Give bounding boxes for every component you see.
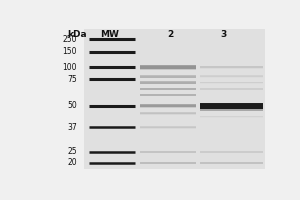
Bar	[140, 163, 196, 164]
Bar	[140, 151, 196, 152]
FancyBboxPatch shape	[84, 29, 266, 169]
Bar	[140, 77, 196, 78]
Bar	[200, 88, 263, 90]
Bar	[200, 83, 263, 84]
Text: 250: 250	[62, 35, 77, 44]
Text: MW: MW	[100, 30, 119, 39]
Bar	[200, 77, 263, 78]
Text: 37: 37	[67, 123, 77, 132]
Bar	[200, 116, 263, 117]
Bar	[200, 163, 263, 164]
Bar	[200, 76, 263, 77]
Bar	[140, 112, 196, 114]
Bar	[140, 151, 196, 153]
Bar	[140, 162, 196, 163]
Bar	[200, 89, 263, 90]
Text: 150: 150	[62, 47, 77, 56]
Bar	[140, 162, 196, 164]
Bar	[200, 107, 263, 111]
Bar	[200, 152, 263, 153]
Bar	[200, 82, 263, 83]
Bar	[200, 162, 263, 163]
Bar	[140, 95, 196, 96]
Bar	[140, 89, 196, 90]
Bar	[140, 105, 196, 106]
Bar	[140, 66, 196, 68]
Bar	[140, 152, 196, 153]
Text: kDa: kDa	[67, 30, 87, 39]
Bar	[200, 68, 263, 69]
Bar	[140, 126, 196, 128]
Bar	[140, 128, 196, 129]
Bar	[140, 81, 196, 84]
Text: 20: 20	[68, 158, 77, 167]
Bar	[200, 103, 263, 109]
Bar	[200, 116, 263, 117]
Bar	[200, 66, 263, 68]
Bar	[200, 104, 263, 107]
Text: 25: 25	[68, 147, 77, 156]
Text: 100: 100	[62, 63, 77, 72]
Bar	[140, 88, 196, 89]
Text: 3: 3	[220, 30, 226, 39]
Bar	[140, 104, 196, 107]
Bar	[140, 106, 196, 108]
Bar	[140, 88, 196, 90]
Bar	[140, 94, 196, 96]
Bar	[200, 75, 263, 77]
Bar	[140, 127, 196, 128]
Bar	[200, 151, 263, 153]
Text: 2: 2	[167, 30, 173, 39]
Bar	[200, 162, 263, 164]
Bar	[200, 151, 263, 152]
Bar	[200, 117, 263, 118]
Bar	[200, 88, 263, 89]
Bar	[140, 113, 196, 114]
Bar	[140, 83, 196, 84]
Bar	[140, 94, 196, 95]
Bar	[200, 82, 263, 83]
Bar	[140, 75, 196, 78]
Bar	[140, 114, 196, 115]
Bar	[140, 65, 196, 69]
Bar	[140, 76, 196, 77]
Bar	[140, 68, 196, 70]
Bar	[140, 82, 196, 83]
Text: 75: 75	[67, 75, 77, 84]
Bar	[200, 66, 263, 68]
Text: 50: 50	[67, 101, 77, 110]
